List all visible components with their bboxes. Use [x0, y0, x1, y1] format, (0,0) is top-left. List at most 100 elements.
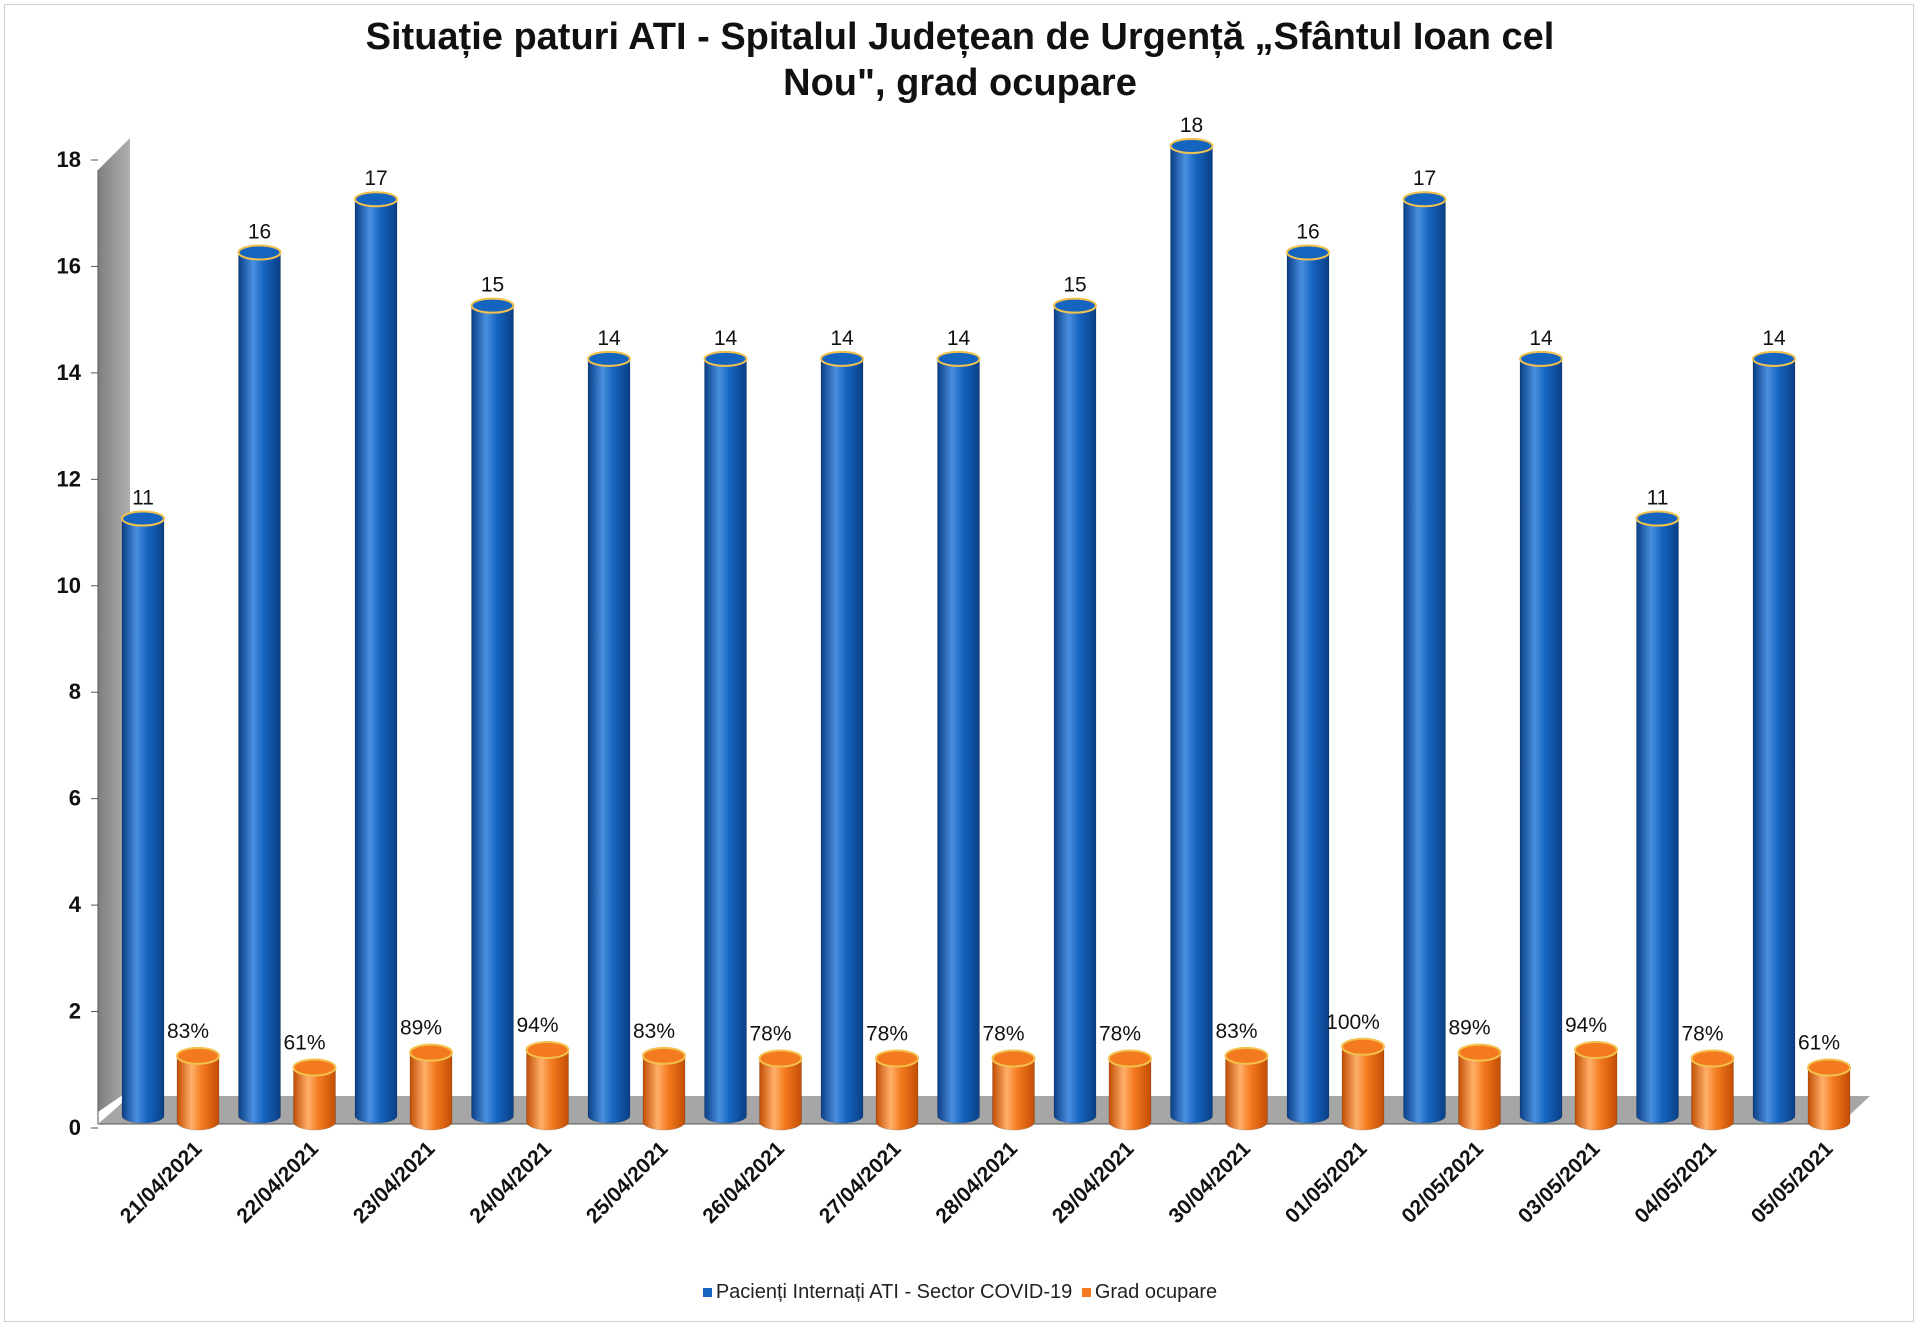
y-tick-label: 6 [69, 786, 81, 811]
legend-swatch-series-2 [1081, 1288, 1091, 1297]
bar-series1-top [121, 510, 165, 527]
bar-series1-body [238, 251, 281, 1124]
bar-series2-top [1457, 1043, 1502, 1062]
y-tick-label: 16 [57, 253, 81, 278]
bar-series1 [1286, 244, 1330, 1124]
bar-series2 [1574, 1040, 1618, 1131]
bar-series2-body [1225, 1055, 1268, 1131]
bar-series2-body [293, 1067, 336, 1131]
data-label-series1: 11 [132, 487, 154, 510]
x-tick-label: 24/04/2021 [465, 1137, 556, 1228]
bar-series1-body [937, 358, 980, 1124]
x-tick-label: 28/04/2021 [931, 1137, 1022, 1228]
data-label-series1: 16 [1296, 220, 1319, 243]
bar-series2-top [758, 1049, 803, 1068]
data-label-series1: 17 [1413, 167, 1436, 190]
bar-series2-body [176, 1055, 220, 1131]
bar-series1 [1635, 510, 1680, 1124]
bar-series1-top [1402, 191, 1447, 208]
data-label-series1: 14 [947, 327, 971, 350]
data-label-series2: 78% [982, 1022, 1024, 1045]
bar-series1-top [1169, 138, 1214, 154]
bar-series1-body [1519, 358, 1563, 1124]
bar-series2-body [1458, 1052, 1501, 1131]
chart-title-line-1: Situație paturi ATI - Spitalul Județean … [365, 16, 1555, 58]
bar-series2-body [1574, 1049, 1618, 1131]
bar-series2-top [525, 1040, 570, 1059]
y-tick-label: 8 [69, 679, 81, 704]
bar-series2-top [1108, 1049, 1152, 1068]
data-label-series1: 14 [1762, 327, 1786, 350]
x-tick-label: 03/05/2021 [1514, 1137, 1605, 1228]
x-tick-label: 02/05/2021 [1397, 1137, 1488, 1228]
bar-series1-body [121, 518, 165, 1124]
bar-series2 [292, 1058, 337, 1131]
bar-series2 [1224, 1046, 1269, 1131]
bar-series2-top [292, 1058, 337, 1077]
x-tick-label: 27/04/2021 [815, 1137, 906, 1228]
bar-series2 [409, 1043, 453, 1131]
bar-series1-top [1519, 350, 1563, 367]
bar-series2 [875, 1049, 919, 1131]
bar-series1-body [471, 305, 514, 1124]
bar-series2-body [1807, 1067, 1851, 1131]
bar-series1-top [703, 350, 748, 367]
bar-series1-body [354, 198, 398, 1124]
data-label-series2: 94% [1565, 1014, 1607, 1037]
y-tick-label: 14 [57, 360, 82, 385]
bar-series2-body [1108, 1057, 1152, 1131]
bar-series2 [1341, 1037, 1385, 1131]
y-tick-label: 12 [57, 466, 81, 491]
bar-series1-top [470, 297, 515, 314]
bar-series2-body [875, 1057, 919, 1131]
chart-title-line-2: Nou", grad ocupare [783, 62, 1137, 104]
data-label-series2: 89% [400, 1017, 442, 1040]
bar-series1-body [704, 358, 747, 1124]
bar-series1-top [820, 350, 864, 367]
bar-series2-body [1341, 1046, 1385, 1131]
bar-series2-body [1691, 1057, 1734, 1131]
x-tick-label: 01/05/2021 [1281, 1137, 1372, 1228]
legend-label-series-1: Pacienți Internați ATI - Sector COVID-19 [715, 1281, 1073, 1303]
bar-series1 [703, 350, 748, 1124]
bar-series2 [1108, 1049, 1152, 1131]
legend-item-series-2: Grad ocupare [1081, 1281, 1218, 1304]
bar-series2 [642, 1046, 686, 1131]
bar-series2-top [1224, 1046, 1269, 1065]
data-label-series1: 14 [1529, 327, 1553, 350]
bar-series1 [237, 244, 282, 1124]
bar-series1-top [1752, 350, 1796, 367]
bar-series1 [354, 191, 398, 1124]
bar-series1-top [354, 191, 398, 208]
bar-series1-body [1053, 305, 1097, 1124]
bar-series2-top [1690, 1049, 1735, 1068]
bar-series1-body [1170, 145, 1213, 1124]
legend-label-series-2: Grad ocupare [1094, 1281, 1218, 1303]
data-label-series2: 78% [866, 1022, 908, 1045]
data-label-series2: 100% [1326, 1011, 1380, 1034]
bar-series2 [758, 1049, 803, 1131]
bar-series2 [525, 1040, 570, 1131]
x-tick-label: 26/04/2021 [698, 1137, 789, 1228]
x-tick-label: 05/05/2021 [1747, 1137, 1838, 1228]
bar-series1 [820, 350, 864, 1124]
y-tick-label: 18 [57, 147, 81, 172]
data-label-series1: 17 [364, 167, 387, 190]
bar-series1-top [1053, 297, 1097, 314]
data-label-series2: 89% [1448, 1017, 1490, 1040]
bar-series2-body [759, 1057, 802, 1131]
data-label-series2: 78% [749, 1022, 791, 1045]
x-tick-label: 22/04/2021 [232, 1137, 323, 1228]
data-label-series1: 14 [830, 327, 854, 350]
bar-series1-top [1286, 244, 1330, 261]
bar-series1-body [820, 358, 864, 1124]
data-label-series2: 78% [1099, 1022, 1141, 1045]
bar-series2 [176, 1046, 220, 1131]
bar-series1-body [1403, 198, 1446, 1124]
bar-series2 [991, 1049, 1036, 1131]
bar-series1 [587, 350, 631, 1124]
bar-series2-body [642, 1055, 686, 1131]
bar-series2-body [409, 1052, 453, 1131]
bar-series2 [1690, 1049, 1735, 1131]
bar-series1-body [1752, 358, 1796, 1124]
